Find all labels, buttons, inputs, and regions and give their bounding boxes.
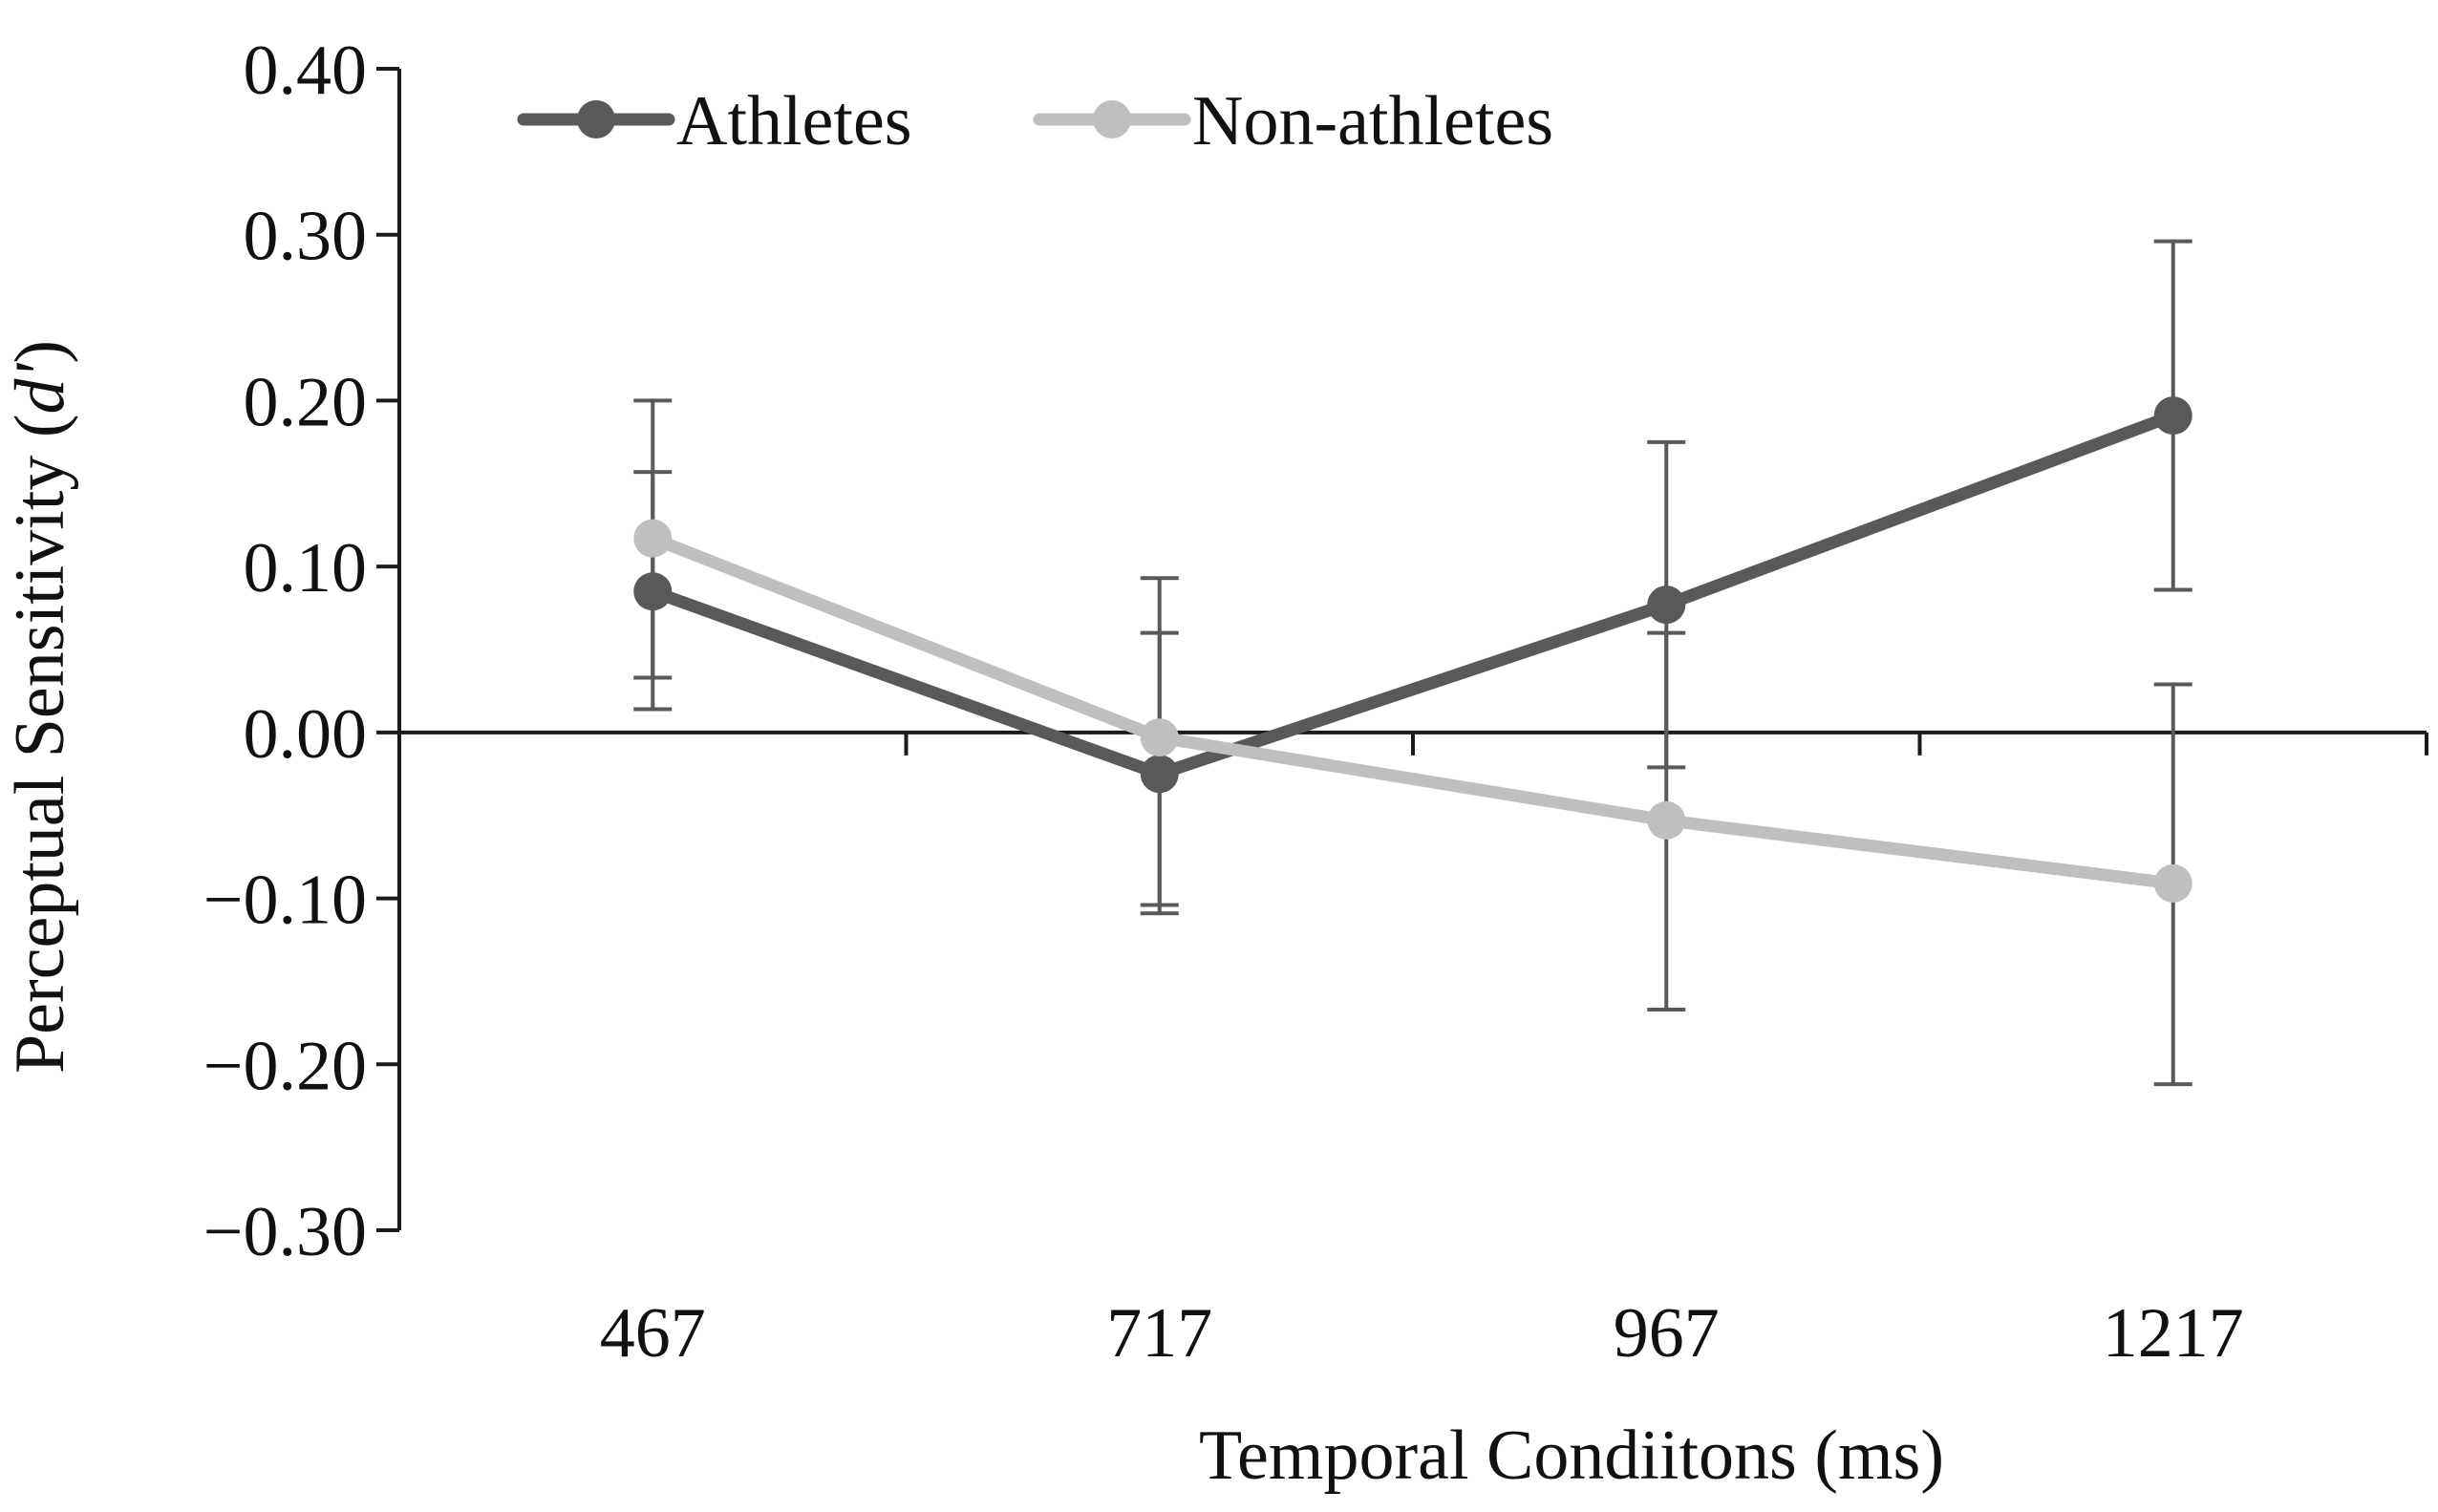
non-athletes-point (2153, 863, 2192, 903)
y-tick-label: 0.40 (244, 32, 368, 110)
y-tick-label: 0.30 (244, 198, 368, 276)
x-tick-label: 967 (1614, 1294, 1720, 1373)
legend-athletes-label: Athletes (676, 82, 912, 160)
non-athletes-point (1140, 718, 1179, 757)
athletes-line (646, 409, 2180, 780)
y-axis-title-close: ) (1, 340, 79, 364)
y-axis-title-main: Perceptual Sensitivity ( (1, 414, 79, 1074)
legend-non-athletes-swatch-marker (1093, 100, 1131, 138)
legend-athletes-swatch-marker (577, 100, 615, 138)
legend: Athletes Non-athletes (517, 82, 1553, 160)
x-axis-title: Temporal Condiitons (ms) (1199, 1416, 1944, 1495)
y-tick-label: −0.10 (203, 862, 367, 940)
athletes-point (2153, 396, 2192, 436)
y-axis-title: Perceptual Sensitivity (d') (1, 340, 79, 1074)
axes (376, 67, 2428, 1232)
y-tick-label: −0.30 (203, 1193, 367, 1271)
y-tick-label: 0.00 (244, 695, 368, 774)
tick-labels: 0.40 0.30 0.20 0.10 0.00 −0.10 −0.20 −0.30 467 71… (203, 32, 2244, 1373)
athletes-point (1140, 755, 1179, 794)
non-athletes-line (646, 532, 2180, 890)
x-tick-label: 1217 (2103, 1294, 2244, 1373)
series-lines (633, 396, 2192, 903)
y-tick-label: 0.10 (244, 529, 368, 607)
athletes-point (1647, 586, 1686, 625)
athletes-point (633, 572, 673, 611)
x-tick-label: 717 (1106, 1294, 1212, 1373)
non-athletes-point (1647, 800, 1686, 840)
y-tick-label: 0.20 (244, 363, 368, 441)
x-tick-label: 467 (600, 1294, 706, 1373)
y-axis-title-symbol: d' (1, 362, 79, 414)
y-tick-label: −0.20 (203, 1027, 367, 1105)
legend-non-athletes-label: Non-athletes (1192, 82, 1553, 160)
non-athletes-point (633, 519, 673, 558)
